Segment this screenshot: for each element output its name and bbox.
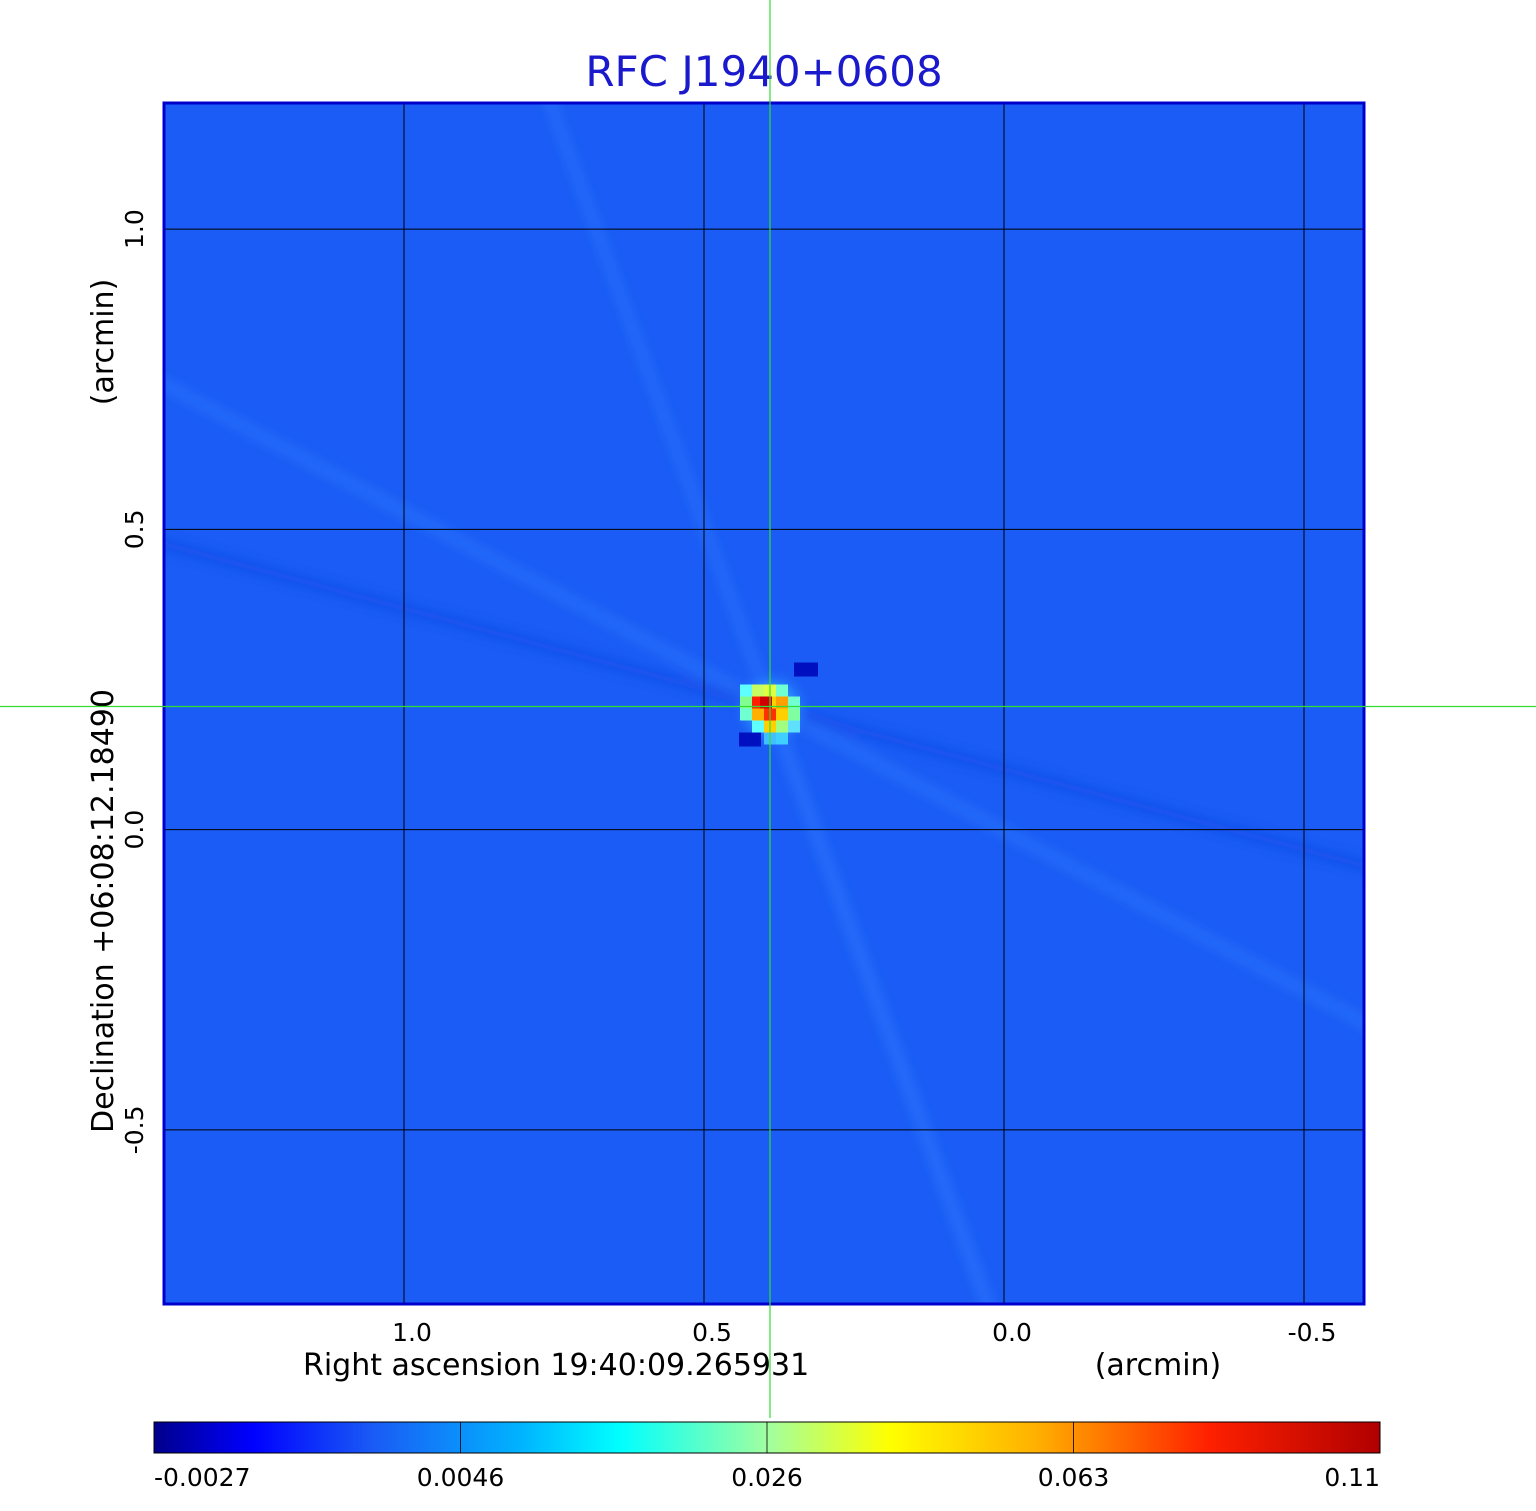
source-pixel — [776, 708, 788, 721]
sidelobe-streaks — [164, 103, 1364, 1304]
sidelobe-streak — [767, 702, 1364, 1029]
y-axis-label: Declination +06:08:12.18490 — [86, 689, 121, 1133]
source-pixel — [752, 684, 764, 697]
colorbar-tick-label: 0.0046 — [417, 1463, 504, 1492]
source-pixel — [740, 684, 752, 697]
source-peak-pixel — [760, 696, 772, 709]
plot-frame — [162, 101, 1366, 1306]
x-tick-label: 1.0 — [392, 1318, 432, 1347]
chart-title: RFC J1940+0608 — [585, 47, 942, 96]
colorbar-tick-labels: -0.0027 0.0046 0.026 0.063 0.11 — [153, 1422, 1381, 1492]
x-tick-labels: 1.0 0.5 0.0 -0.5 — [392, 1318, 1336, 1347]
x-tick-label: 0.5 — [692, 1318, 732, 1347]
source-negative-lobe — [739, 732, 761, 747]
source-pixel — [752, 720, 764, 733]
y-tick-label: 1.0 — [120, 209, 149, 249]
sidelobe-streak — [164, 539, 772, 711]
grid-lines — [164, 103, 1364, 1304]
y-tick-label: 0.0 — [120, 810, 149, 850]
source-pixel — [776, 732, 788, 745]
colorbar-tick-label: 0.063 — [1038, 1463, 1110, 1492]
source-pixel — [788, 720, 800, 733]
x-tick-label: 0.0 — [992, 1318, 1032, 1347]
source-pixel — [776, 720, 788, 733]
source-pixel — [776, 684, 788, 697]
colorbar-tick-label: 0.026 — [731, 1463, 803, 1492]
x-tick-label: -0.5 — [1288, 1318, 1337, 1347]
sidelobe-streak — [768, 702, 1364, 871]
source-negative-lobe — [794, 662, 818, 677]
y-tick-label: -0.5 — [120, 1105, 149, 1154]
x-axis-unit: (arcmin) — [1095, 1348, 1222, 1383]
colorbar-tick-label: -0.0027 — [154, 1463, 251, 1492]
sidelobe-streak — [764, 704, 994, 1304]
source-pixel — [752, 708, 764, 721]
crosshair — [0, 0, 1536, 1418]
source-pixel — [776, 696, 788, 709]
y-axis-unit: (arcmin) — [86, 279, 121, 406]
source-pixel — [788, 696, 800, 709]
source-pixel — [788, 708, 800, 721]
plot-area — [164, 103, 1364, 1304]
sidelobe-streak — [545, 103, 775, 709]
colorbar-tick-label: 0.11 — [1324, 1463, 1380, 1492]
source-pixel — [740, 708, 752, 721]
x-axis-label: Right ascension 19:40:09.265931 — [303, 1348, 809, 1383]
y-tick-label: 0.5 — [120, 509, 149, 549]
y-tick-labels: 1.0 0.5 0.0 -0.5 — [120, 209, 149, 1154]
radio-source — [730, 662, 818, 751]
sidelobe-streak — [164, 378, 773, 711]
source-pixel — [740, 696, 752, 709]
